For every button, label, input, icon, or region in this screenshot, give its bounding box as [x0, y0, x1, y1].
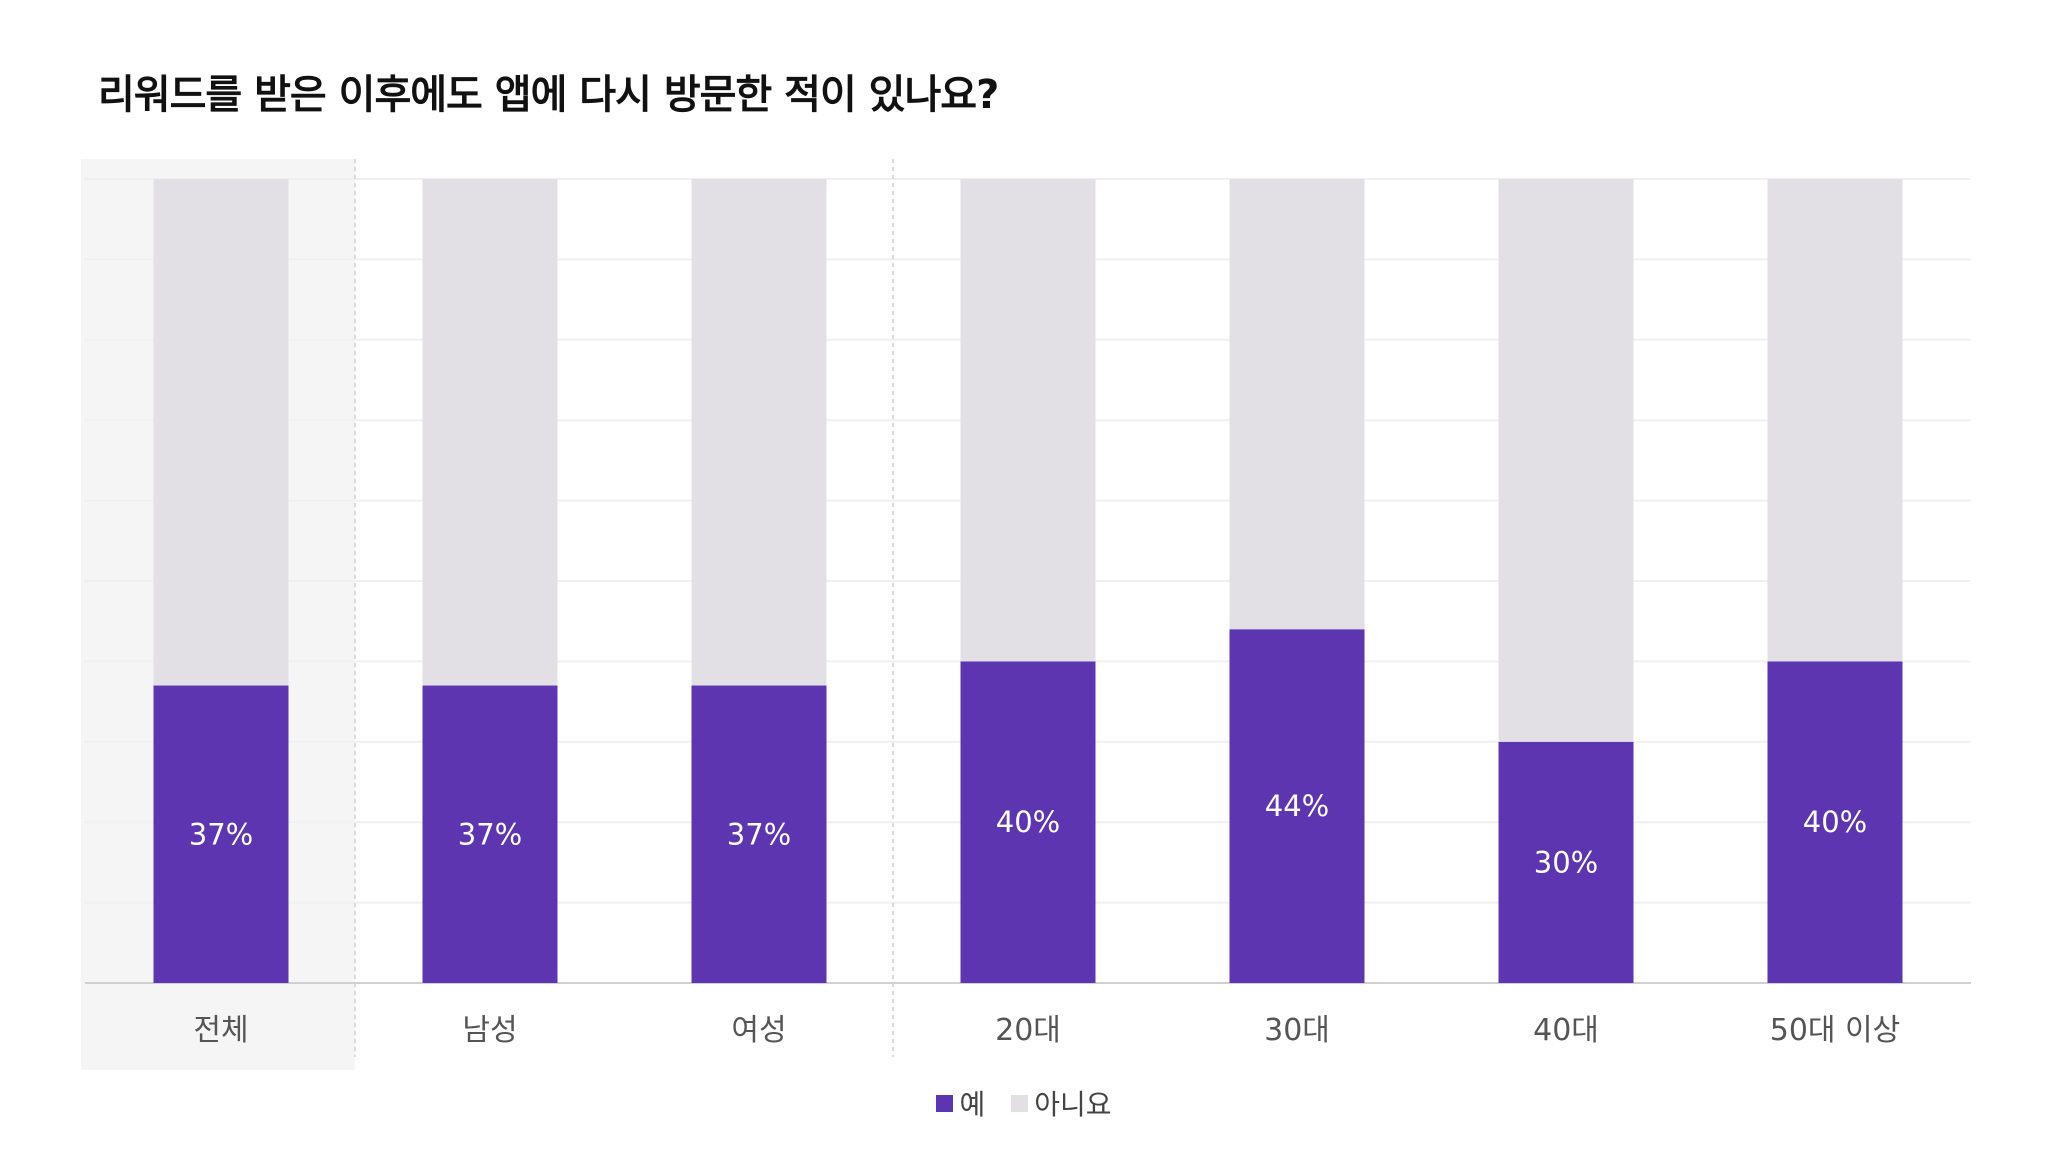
x-tick-label: 30대 — [1264, 1013, 1330, 1048]
x-tick-label: 전체 — [193, 1013, 248, 1048]
legend-swatch-yes — [936, 1094, 954, 1112]
bar-yes — [1229, 629, 1365, 983]
bar-no — [1767, 179, 1903, 662]
bar-yes — [1498, 741, 1634, 983]
chart-title: 리워드를 받은 이후에도 앱에 다시 방문한 적이 있나요? — [98, 72, 999, 118]
bar-no — [691, 179, 827, 686]
data-label: 30% — [1534, 845, 1598, 879]
x-tick-label: 20대 — [995, 1013, 1061, 1048]
bar-yes — [153, 685, 289, 983]
data-label: 37% — [458, 817, 522, 851]
bar-yes — [1767, 661, 1903, 983]
legend-label-yes: 예 — [959, 1088, 986, 1121]
legend: 예 아니요 — [0, 1083, 2048, 1123]
bar-no — [1229, 179, 1365, 630]
bar-no — [153, 179, 289, 686]
bar-yes — [422, 685, 558, 983]
legend-label-no: 아니요 — [1034, 1088, 1112, 1121]
legend-item-yes[interactable]: 예 — [936, 1083, 985, 1123]
bar-no — [960, 179, 1096, 662]
bar-no — [1498, 179, 1634, 742]
bar-yes — [960, 661, 1096, 983]
legend-item-no[interactable]: 아니요 — [1011, 1083, 1112, 1123]
data-label: 40% — [996, 805, 1060, 839]
x-tick-label: 남성 — [462, 1013, 517, 1048]
x-tick-label: 40대 — [1533, 1013, 1599, 1048]
bar-no — [422, 179, 558, 686]
data-label: 37% — [727, 817, 791, 851]
data-label: 40% — [1803, 805, 1867, 839]
x-tick-label: 여성 — [731, 1013, 786, 1048]
x-tick-label: 50대 이상 — [1770, 1013, 1901, 1048]
bar-yes — [691, 685, 827, 983]
data-label: 44% — [1265, 789, 1329, 823]
legend-swatch-no — [1011, 1094, 1029, 1112]
data-label: 37% — [189, 817, 253, 851]
